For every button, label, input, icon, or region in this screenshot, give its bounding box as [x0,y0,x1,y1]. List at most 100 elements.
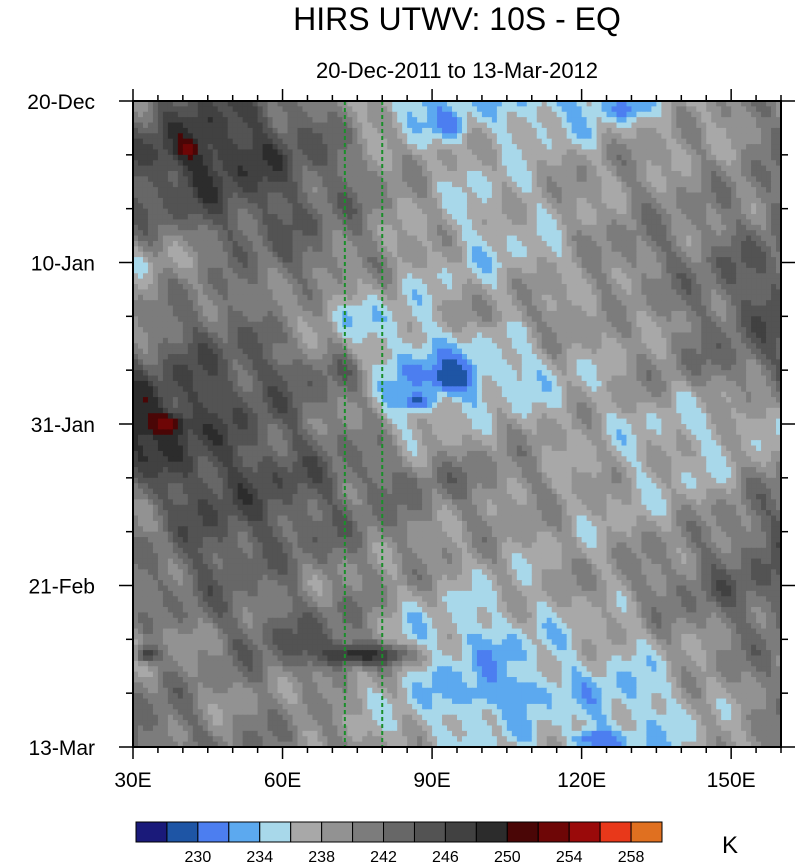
contour-cell [192,144,199,151]
contour-cell [322,240,328,247]
contour-cell [591,101,598,107]
contour-cell [297,246,304,253]
contour-cell [172,138,179,145]
contour-cell [756,300,762,307]
contour-cell [556,138,563,145]
contour-cell [387,149,393,156]
contour-cell [222,208,229,215]
contour-cell [516,111,523,118]
contour-cell [481,192,488,199]
contour-cell [437,111,443,118]
contour-cell [471,240,478,247]
contour-cell [486,176,493,183]
contour-cell [412,170,418,177]
contour-cell [357,192,363,199]
contour-cell [486,127,493,134]
contour-cell [267,246,274,253]
contour-cell [282,251,289,258]
contour-cell [661,170,667,177]
contour-cell [242,203,249,210]
contour-cell [192,294,199,301]
contour-cell [362,240,368,247]
contour-cell [696,117,702,124]
contour-cell [636,111,643,118]
contour-cell [531,224,538,231]
contour-cell [297,294,304,301]
contour-cell [521,170,528,177]
contour-cell [432,111,438,118]
contour-cell [442,176,448,183]
contour-cell [307,208,314,215]
contour-cell [546,187,553,194]
contour-cell [541,101,548,107]
contour-cell [581,117,588,124]
contour-cell [706,284,712,291]
contour-cell [202,122,209,129]
contour-cell [197,214,204,221]
contour-cell [322,181,328,188]
contour-cell [581,214,588,221]
contour-cell [282,240,289,247]
contour-cell [437,208,443,215]
contour-cell [576,284,583,291]
contour-cell [651,230,657,237]
contour-cell [491,122,498,129]
contour-cell [496,117,503,124]
contour-cell [352,203,358,210]
contour-cell [651,246,657,253]
contour-cell [591,284,598,291]
contour-cell [367,192,373,199]
contour-cell [242,214,249,221]
contour-cell [771,192,777,199]
contour-cell [576,138,583,145]
contour-cell [711,170,717,177]
contour-cell [676,294,682,301]
contour-cell [402,117,408,124]
contour-cell [696,160,702,167]
contour-cell [157,294,164,301]
contour-cell [142,122,149,129]
contour-cell [192,235,199,242]
contour-cell [202,160,209,167]
contour-cell [282,101,289,107]
contour-cell [387,203,393,210]
contour-cell [766,267,772,274]
contour-cell [596,149,603,156]
contour-cell [167,170,174,177]
contour-cell [237,262,244,269]
contour-cell [207,127,214,134]
contour-cell [646,133,652,140]
contour-cell [457,133,463,140]
contour-cell [746,127,752,134]
contour-cell [536,208,543,215]
contour-cell [696,165,702,172]
contour-cell [287,246,294,253]
contour-cell [721,106,727,113]
contour-cell [701,192,707,199]
contour-cell [377,197,383,204]
contour-cell [666,240,672,247]
contour-cell [272,197,279,204]
contour-cell [267,230,274,237]
contour-cell [197,160,204,167]
contour-cell [731,208,737,215]
contour-cell [237,257,244,264]
contour-cell [402,176,408,183]
contour-cell [352,208,358,215]
contour-cell [506,197,513,204]
contour-cell [372,106,378,113]
contour-cell [422,230,428,237]
contour-cell [741,240,747,247]
contour-cell [277,214,284,221]
contour-cell [372,257,378,264]
contour-cell [716,246,722,253]
contour-cell [686,101,692,107]
contour-cell [347,251,353,258]
contour-cell [387,284,393,291]
contour-cell [481,230,488,237]
contour-cell [172,267,179,274]
contour-cell [631,240,638,247]
contour-cell [287,176,294,183]
contour-cell [402,154,408,161]
contour-cell [481,267,488,274]
